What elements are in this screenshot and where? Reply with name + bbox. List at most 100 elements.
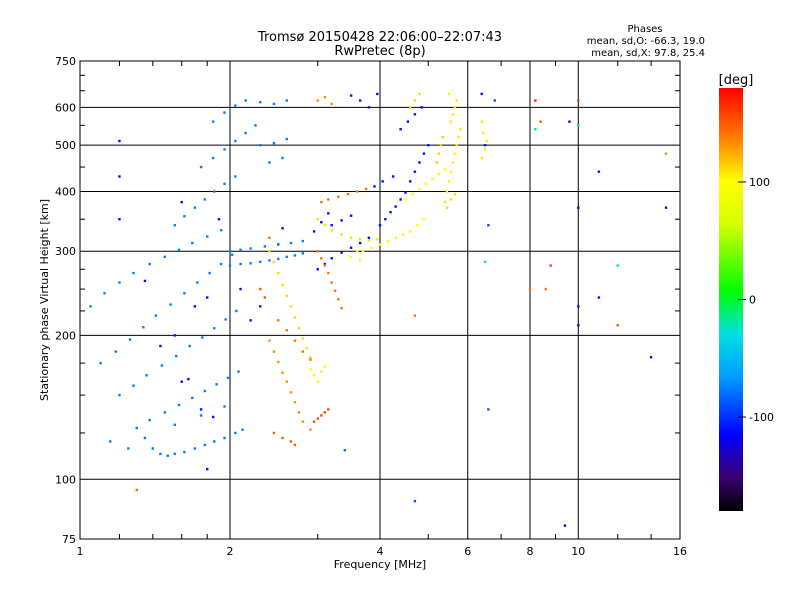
data-point [173,452,177,456]
data-point [223,111,226,114]
data-point [597,296,601,299]
data-point [447,180,451,183]
data-point [281,436,284,440]
data-point [268,250,271,253]
data-point [568,120,571,123]
data-point [320,414,323,417]
data-point [285,380,288,383]
data-point [449,198,453,201]
data-point [241,428,244,431]
data-point [263,296,267,299]
data-point [259,305,262,308]
data-point [367,106,371,109]
data-point [99,361,102,365]
data-point [316,380,319,383]
data-point [293,316,297,319]
data-point [272,102,276,106]
data-point [259,260,262,264]
colorbar-tick-label: -100 [749,411,774,424]
data-point [399,198,402,201]
data-point [320,221,323,224]
data-point [343,449,347,452]
data-point [404,198,407,201]
data-point [411,192,414,196]
y-tick-label: 100 [55,473,76,486]
data-point [183,292,186,295]
data-point [259,287,262,291]
data-point [316,417,319,420]
data-point [563,524,567,527]
data-point [281,371,284,375]
data-point [145,374,148,377]
data-point [239,248,242,252]
data-point [183,215,186,218]
data-point [413,113,417,116]
data-point [443,168,447,171]
data-point [151,447,155,450]
data-point [422,218,426,221]
data-point [217,218,221,221]
data-point [664,152,668,155]
data-point [193,447,197,450]
data-point [384,218,387,221]
data-point [480,120,483,123]
data-point [239,262,242,266]
data-point [376,237,379,241]
data-point [378,224,382,227]
data-point [268,236,271,240]
data-point [277,319,280,322]
data-point [239,287,242,291]
data-point [333,289,337,292]
data-point [364,187,368,191]
data-point [370,246,373,249]
data-point [234,431,237,435]
data-point [399,127,402,131]
data-point [409,230,412,233]
data-point [413,99,417,102]
data-point [381,180,384,183]
data-point [196,281,199,284]
data-point [323,411,327,414]
data-point [312,374,316,377]
x-tick-label: 4 [377,545,384,558]
data-point [183,450,186,454]
data-point [323,95,327,99]
data-point [173,224,177,227]
data-point [226,376,230,380]
data-point [449,120,453,123]
data-point [327,271,330,275]
data-point [268,259,271,262]
data-point [103,292,106,295]
data-point [277,360,280,364]
data-point [203,198,206,201]
data-point [281,283,284,287]
data-point [203,389,206,393]
data-point [455,143,458,147]
data-point [228,250,232,253]
data-point [191,241,194,245]
data-point [127,447,130,450]
y-axis-label: Stationary phase Virtual Height [km] [38,199,51,401]
data-point [323,365,327,368]
data-point [349,246,353,249]
data-point [528,287,532,291]
data-point [309,367,312,371]
data-point [223,148,226,151]
data-point [237,370,240,373]
data-point [234,175,237,178]
data-point [285,329,288,332]
data-point [118,175,121,178]
data-point [487,224,490,227]
data-point [330,102,333,106]
y-tick-label: 400 [55,185,76,198]
data-point [187,377,190,381]
data-point [539,120,542,123]
data-point [213,440,216,443]
x-tick-label: 8 [527,545,534,558]
data-point [349,214,353,217]
data-point [193,206,197,209]
data-point [316,99,319,102]
data-point [188,344,191,348]
data-point [235,309,238,313]
data-point [254,124,257,127]
